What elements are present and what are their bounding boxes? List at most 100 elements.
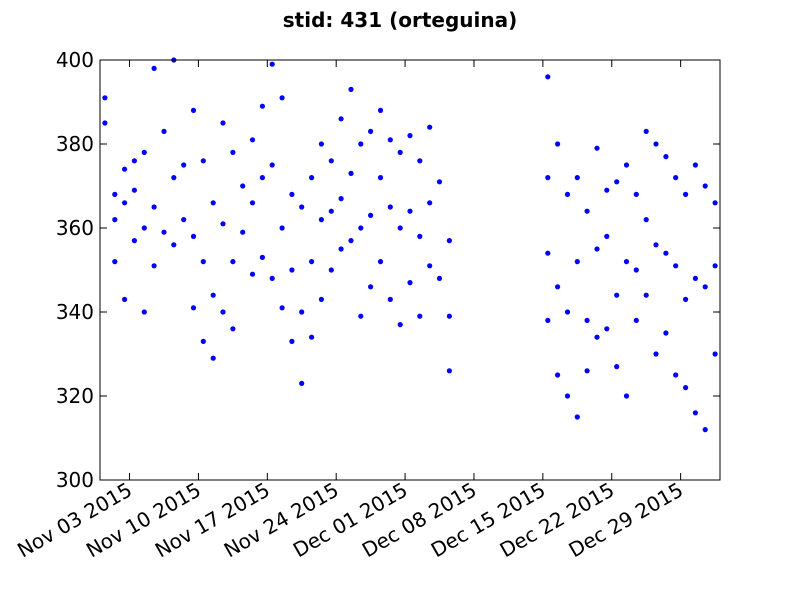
data-point	[141, 225, 147, 231]
data-point	[604, 326, 610, 332]
data-point	[171, 242, 177, 248]
data-point	[131, 187, 137, 193]
data-point	[318, 217, 324, 223]
data-point	[112, 259, 118, 265]
data-point	[633, 317, 639, 323]
plot-frame	[99, 59, 721, 481]
data-point	[427, 263, 433, 269]
data-point	[269, 275, 275, 281]
data-point	[377, 259, 384, 265]
data-point	[368, 284, 374, 290]
data-point	[594, 246, 600, 252]
data-point	[348, 86, 354, 92]
data-point	[436, 179, 443, 185]
data-point	[122, 200, 128, 206]
data-point	[407, 208, 413, 214]
data-point	[594, 334, 600, 340]
data-point	[545, 175, 551, 181]
data-point	[259, 175, 265, 181]
data-point	[407, 280, 413, 286]
data-point	[623, 162, 630, 168]
data-point	[299, 204, 305, 210]
data-point	[279, 225, 285, 231]
data-point	[171, 175, 177, 181]
y-axis: 300 320 340 360 380 400	[56, 48, 720, 492]
data-point	[368, 128, 374, 134]
data-point	[436, 275, 443, 281]
y-tick-label: 340	[56, 300, 94, 324]
data-point	[210, 292, 216, 298]
data-point	[299, 380, 305, 386]
data-point	[702, 183, 708, 189]
data-point	[663, 330, 669, 336]
data-point	[584, 208, 590, 214]
data-point	[338, 246, 344, 252]
data-point	[446, 368, 452, 374]
y-tick-label: 320	[56, 384, 94, 408]
data-point	[692, 275, 699, 281]
data-point	[417, 313, 423, 319]
data-point	[328, 208, 334, 214]
data-point	[397, 149, 403, 155]
data-points	[102, 57, 718, 433]
data-point	[643, 128, 649, 134]
data-point	[112, 217, 118, 223]
data-point	[181, 217, 187, 223]
data-point	[623, 259, 630, 265]
data-point	[604, 187, 610, 193]
data-point	[338, 116, 344, 122]
data-point	[555, 141, 561, 147]
data-point	[427, 200, 433, 206]
data-point	[712, 200, 718, 206]
data-point	[407, 133, 413, 139]
data-point	[318, 296, 324, 302]
data-point	[249, 200, 256, 206]
data-point	[141, 309, 147, 315]
data-point	[545, 317, 551, 323]
data-point	[564, 191, 571, 197]
data-point	[643, 217, 649, 223]
data-point	[102, 95, 108, 101]
data-point	[289, 267, 295, 273]
data-point	[279, 305, 285, 311]
data-point	[673, 263, 679, 269]
data-point	[683, 191, 689, 197]
data-point	[181, 162, 187, 168]
data-point	[633, 267, 639, 273]
data-point	[614, 364, 620, 370]
data-point	[190, 233, 197, 239]
chart-title: stid: 431 (orteguina)	[283, 8, 517, 32]
data-point	[161, 229, 167, 235]
data-point	[387, 137, 393, 143]
data-point	[692, 162, 699, 168]
data-point	[584, 368, 590, 374]
data-point	[446, 238, 452, 244]
data-point	[545, 250, 551, 256]
data-point	[663, 250, 669, 256]
data-point	[112, 191, 118, 197]
data-point	[249, 271, 256, 277]
data-point	[387, 204, 393, 210]
y-tick-label: 400	[56, 48, 94, 72]
data-point	[309, 259, 315, 265]
data-point	[387, 296, 393, 302]
data-point	[358, 313, 364, 319]
y-tick-label: 380	[56, 132, 94, 156]
data-point	[584, 317, 590, 323]
data-point	[673, 175, 679, 181]
data-point	[397, 225, 403, 231]
data-point	[702, 427, 708, 433]
data-point	[279, 95, 285, 101]
data-point	[151, 65, 157, 71]
y-tick-label: 300	[56, 468, 94, 492]
data-point	[190, 107, 197, 113]
data-point	[427, 124, 433, 130]
data-point	[397, 322, 403, 328]
data-point	[653, 242, 659, 248]
data-point	[614, 292, 620, 298]
data-point	[309, 175, 315, 181]
data-point	[683, 385, 689, 391]
data-point	[358, 225, 364, 231]
data-point	[190, 305, 197, 311]
